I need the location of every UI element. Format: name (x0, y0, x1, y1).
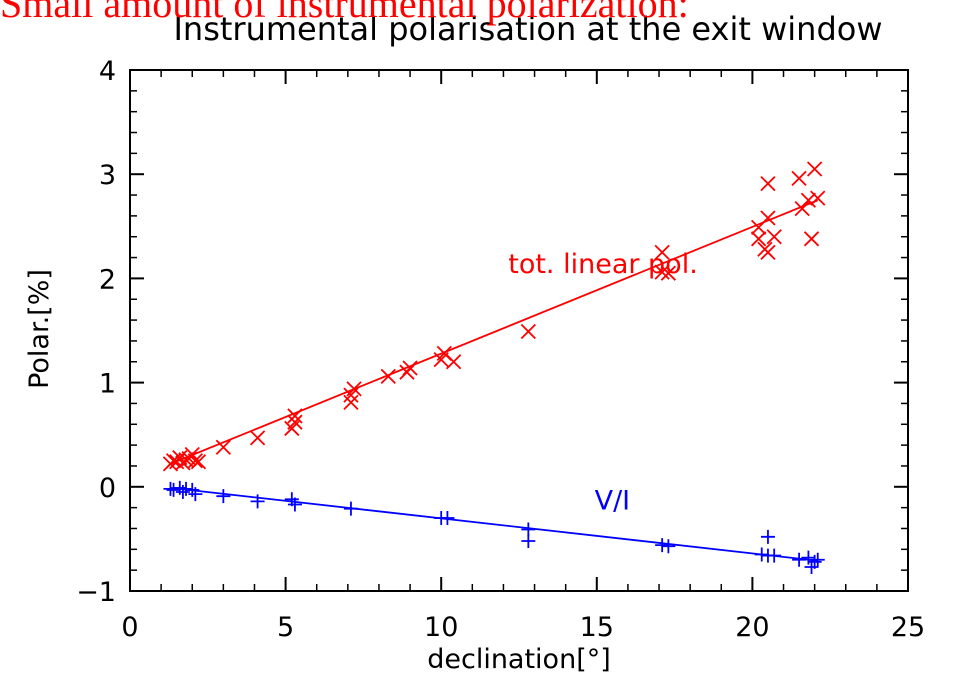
y-axis-label: Polar.[%] (24, 269, 55, 389)
linear-pol-point (380, 368, 396, 384)
v-over-i-point (760, 529, 775, 544)
linear-pol-point (760, 175, 776, 192)
x-tick-label: 5 (277, 612, 294, 643)
linear-pol-point (446, 354, 462, 370)
v-over-i-point (807, 554, 822, 569)
x-tick-label: 0 (121, 612, 138, 643)
linear-pol-point (402, 360, 418, 376)
y-tick-label: 4 (99, 56, 116, 87)
linear-pol-point (760, 210, 776, 226)
linear-pol-point (346, 381, 362, 397)
fit-lines (170, 199, 819, 562)
linear-pol-point (215, 439, 231, 455)
v-over-i-fit-line (170, 486, 818, 562)
v-over-i-point (287, 497, 302, 512)
linear-pol-point (654, 244, 670, 260)
v-over-i-point (250, 494, 265, 509)
plot-frame (129, 69, 909, 592)
linear-pol-point (791, 170, 807, 187)
v-over-i-point (440, 511, 455, 526)
x-tick-label: 10 (424, 612, 458, 643)
v-over-i-point (179, 481, 194, 496)
linear-pol-point (794, 200, 810, 217)
linear-pol-point (187, 453, 203, 469)
v-over-i-point (655, 538, 670, 553)
v-over-i-point (521, 533, 536, 548)
linear-pol-point (810, 190, 826, 206)
y-tick-label: 3 (99, 160, 116, 191)
series-annotation-label: V/I (595, 486, 631, 517)
v-over-i-point (343, 501, 358, 516)
series-annotations: tot. linear pol. V/I (508, 249, 698, 517)
chart-title: Instrumental polarisation at the exit wi… (173, 10, 882, 48)
y-tick-label: 2 (99, 264, 116, 295)
v-over-i-point (754, 547, 769, 562)
v-over-i-point (163, 481, 178, 496)
linear-pol-point (800, 192, 817, 208)
linear-pol-point (343, 394, 359, 411)
v-over-i-point (661, 539, 676, 554)
y-tick-label: −1 (76, 577, 116, 608)
x-axis-label: declination[°] (427, 644, 611, 675)
v-over-i-point (792, 552, 807, 567)
v-over-i-point (810, 552, 825, 567)
series-annotation-label: tot. linear pol. (508, 249, 698, 280)
x-tick-label: 20 (735, 612, 769, 643)
v-over-i-point (216, 489, 231, 504)
x-tick-label: 25 (891, 612, 925, 643)
v-over-i-point (175, 485, 190, 500)
linear-pol-point (654, 264, 670, 280)
v-over-i-point (767, 548, 782, 563)
v-over-i-point (166, 482, 181, 497)
axis-ticks (129, 69, 909, 592)
linear-pol-point (249, 430, 266, 446)
linear-pol-point (190, 454, 207, 470)
y-tick-label: 1 (99, 369, 116, 400)
x-tick-label: 15 (580, 612, 614, 643)
linear-pol-point (750, 231, 767, 247)
linear-pol-point (660, 265, 677, 281)
y-tick-label: 0 (99, 473, 116, 504)
linear-pol-point (760, 244, 776, 260)
linear-pol-fit-line (170, 199, 819, 465)
linear-pol-point (287, 408, 303, 424)
linear-pol-point (766, 229, 782, 245)
overlay-title: Small amount of instrumental polarizatio… (0, 0, 689, 26)
linear-pol-point (287, 414, 303, 430)
data-markers (162, 161, 826, 575)
linear-pol-point (803, 231, 820, 247)
linear-pol-point (520, 323, 536, 340)
linear-pol-point (807, 161, 823, 177)
v-over-i-point (188, 487, 203, 502)
